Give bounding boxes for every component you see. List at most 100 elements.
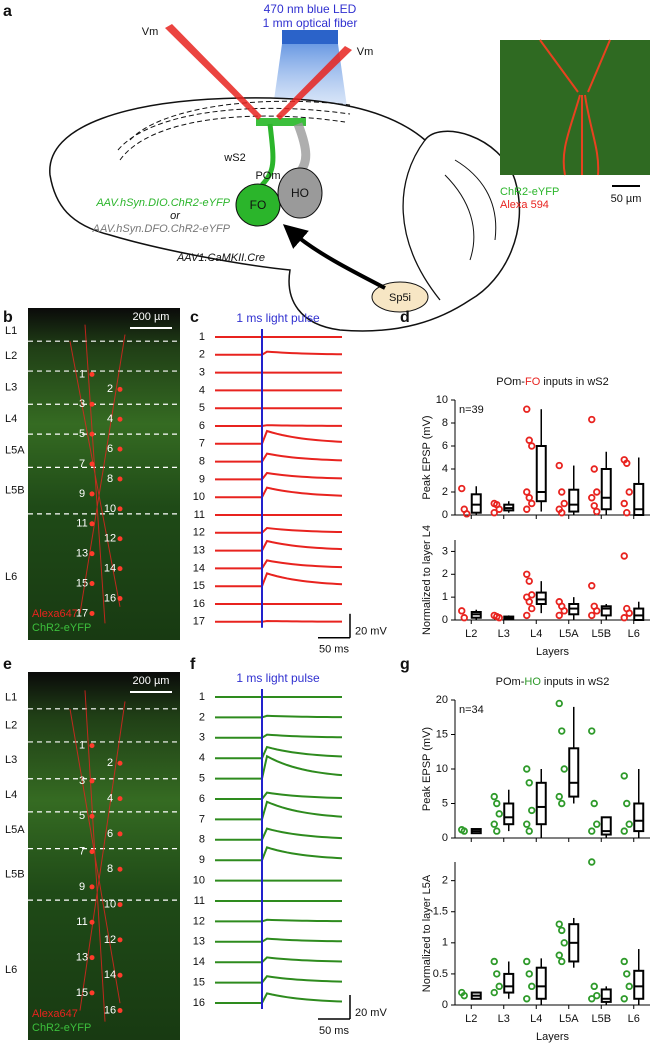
trace	[215, 486, 343, 499]
cell-body	[89, 610, 95, 616]
y-tick-label: 6	[442, 440, 448, 452]
scale-label: 50 ms	[319, 644, 349, 656]
data-point	[495, 810, 503, 818]
data-point	[588, 827, 596, 835]
data-point	[523, 611, 531, 620]
data-point	[560, 499, 568, 508]
legend-green: ChR2-eYFP	[500, 186, 559, 198]
data-point	[523, 505, 531, 513]
trace	[215, 827, 343, 841]
data-point	[495, 982, 503, 991]
micrograph	[500, 39, 650, 187]
data-point	[555, 611, 563, 620]
y-tick-label: 0	[442, 509, 448, 521]
trace	[215, 559, 343, 570]
cre-label: AAV1.CaMKII.Cre	[176, 252, 265, 264]
data-point	[588, 494, 596, 502]
box	[633, 969, 645, 1000]
box	[600, 605, 612, 617]
y-tick-label: 10	[436, 763, 448, 775]
data-point	[620, 499, 628, 508]
y-tick-label: 4	[442, 463, 448, 475]
data-point	[460, 614, 468, 622]
trace-label: 3	[199, 732, 205, 744]
layer-label: L5B	[5, 868, 25, 880]
trace	[215, 918, 343, 923]
y-tick-label: 8	[442, 417, 448, 429]
trace-label: 9	[199, 473, 205, 485]
trace-label: 10	[193, 491, 205, 503]
y-tick-label: 2	[442, 486, 448, 498]
trace-label: 6	[199, 793, 205, 805]
cell-body	[89, 884, 95, 890]
cell-label: 9	[79, 488, 85, 500]
data-point	[625, 609, 633, 617]
cell-body	[89, 431, 95, 437]
data-point	[495, 614, 503, 622]
x-tick-label: L5A	[559, 1013, 579, 1025]
trace-label: 8	[199, 456, 205, 468]
cell-body	[89, 849, 95, 855]
data-point	[588, 582, 596, 590]
cell-label: 8	[107, 473, 113, 485]
cell-label: 3	[79, 775, 85, 787]
cerebellum-folds	[444, 159, 497, 261]
box	[600, 988, 612, 1003]
data-point	[588, 415, 596, 424]
data-point	[593, 991, 601, 1000]
data-point	[620, 995, 628, 1003]
cell-label: 1	[79, 368, 85, 380]
cell-body	[89, 919, 95, 925]
data-point	[523, 765, 531, 773]
vm-label: Vm	[357, 46, 374, 58]
data-point	[590, 465, 598, 473]
y-tick-label: 1	[442, 591, 448, 603]
data-point	[555, 951, 563, 959]
title-part: POm-	[496, 676, 525, 688]
data-point	[593, 607, 601, 615]
data-point	[620, 827, 628, 835]
data-point	[590, 799, 598, 808]
data-point	[625, 820, 633, 828]
y-tick-label: 0	[442, 832, 448, 844]
trace	[215, 714, 343, 719]
title-part: inputs in wS2	[540, 376, 608, 388]
data-point	[523, 957, 531, 966]
scale-label: 20 mV	[355, 1007, 387, 1019]
layer-label: L2	[5, 719, 17, 731]
trace-label: 12	[193, 527, 205, 539]
y-tick-label: 0	[442, 614, 448, 626]
cell-label: 17	[76, 607, 88, 619]
x-tick-label: L5B	[591, 628, 611, 640]
data-point	[460, 991, 468, 1000]
y-tick-label: 1.5	[433, 906, 448, 918]
data-point	[490, 957, 498, 966]
cell-label: 1	[79, 740, 85, 752]
panel-label: f	[190, 656, 196, 673]
cell-label: 15	[76, 987, 88, 999]
cell-body	[117, 596, 123, 601]
x-tick-label: L4	[530, 628, 542, 640]
cell-label: 4	[107, 413, 113, 425]
trace-label: 15	[193, 977, 205, 989]
data-point	[525, 577, 533, 585]
ws2-label: wS2	[223, 152, 245, 164]
cell-body	[89, 581, 95, 587]
data-point	[528, 499, 536, 508]
data-point	[525, 827, 533, 835]
cell-label: 14	[104, 563, 116, 575]
data-point	[490, 820, 498, 828]
data-point	[495, 505, 503, 513]
micrograph-image	[28, 672, 180, 1040]
cell-label: 2	[107, 757, 113, 769]
micrograph-image	[500, 40, 650, 175]
cell-label: 14	[104, 969, 116, 981]
trace	[215, 992, 343, 1004]
cell-body	[89, 955, 95, 961]
cell-body	[117, 760, 123, 766]
trace	[215, 791, 343, 800]
data-point	[493, 970, 501, 978]
cell-body	[89, 990, 95, 996]
layer-label: L5B	[5, 485, 25, 497]
data-point	[525, 970, 533, 978]
